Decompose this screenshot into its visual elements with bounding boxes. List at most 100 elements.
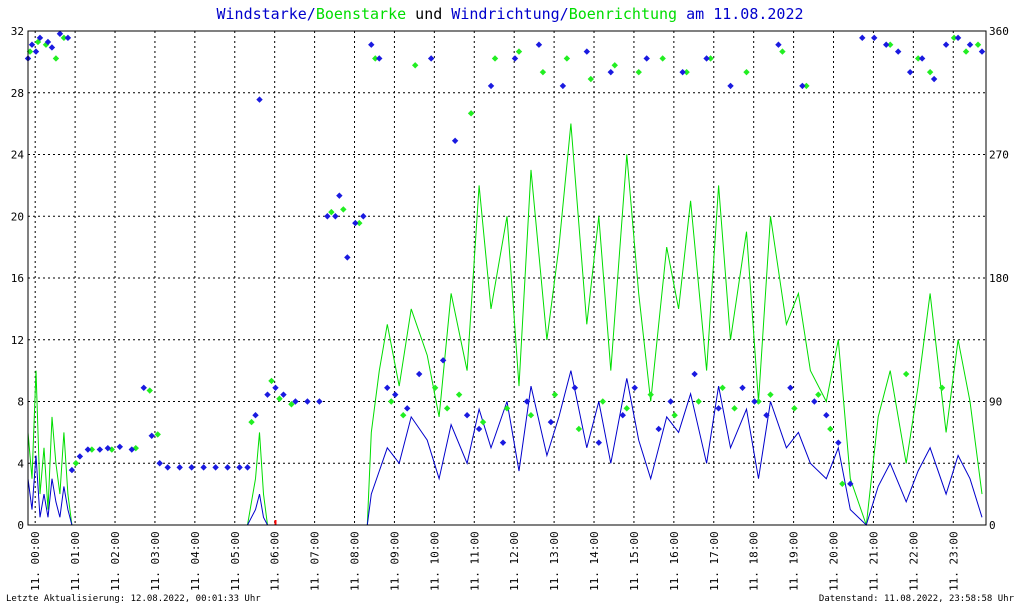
title-sep1: /: [307, 5, 316, 23]
wind-direction-point: [415, 370, 423, 378]
x-tick-label: 11. 17:00: [708, 531, 721, 591]
title-date: am 11.08.2022: [677, 5, 803, 23]
wind-direction-point: [691, 370, 698, 378]
gust-direction-point: [503, 405, 511, 412]
wind-direction-point: [104, 444, 112, 452]
gust-direction-point: [902, 370, 910, 378]
axis-labels: 0 4 8 12 16 20 24 28 32 0 90 180 270 360 11. 00:00 11. …: [11, 25, 1009, 591]
wind-direction-point: [272, 384, 279, 391]
wind-direction-point: [292, 398, 299, 405]
wind-direction-point: [352, 219, 359, 227]
x-tick-label: 11. 15:00: [628, 531, 641, 591]
gust-direction-point: [467, 110, 475, 117]
wind-direction-point: [763, 412, 770, 419]
wind-direction-point: [679, 68, 686, 76]
wind-direction-point: [156, 460, 163, 467]
wind-direction-point: [368, 41, 375, 48]
x-tick-label: 11. 14:00: [588, 531, 601, 591]
wind-direction-point: [883, 41, 890, 48]
wind-direction-point: [751, 398, 758, 405]
x-tick-label: 11. 20:00: [828, 531, 841, 591]
wind-line: [27, 370, 983, 526]
wind-direction-point: [332, 213, 339, 220]
x-tick-label: 11. 12:00: [508, 531, 521, 591]
wind-direction-point: [930, 75, 938, 83]
gust-direction-point: [575, 425, 583, 433]
gust-direction-point: [356, 219, 363, 227]
x-tick-label: 11. 04:00: [189, 531, 202, 591]
wind-direction-point: [451, 137, 459, 144]
x-tick-label: 11. 03:00: [149, 531, 162, 591]
chart-title: Windstarke/Boenstarke und Windrichtung/B…: [216, 5, 803, 23]
gust-direction-point: [635, 68, 642, 76]
gust-direction-point: [372, 55, 379, 62]
wind-direction-point: [547, 418, 555, 426]
gust-direction-point: [88, 446, 96, 453]
x-tick-label: 11. 18:00: [748, 531, 761, 591]
wind-direction-point: [360, 213, 367, 220]
x-tick-label: 11. 22:00: [907, 531, 920, 591]
gust-direction-point: [974, 41, 982, 48]
wind-direction-point: [559, 82, 567, 90]
gust-direction-point: [388, 398, 395, 405]
wind-direction-point: [304, 398, 311, 405]
wind-direction-point: [643, 55, 650, 62]
wind-direction-point: [655, 425, 662, 433]
wind-direction-point: [200, 464, 207, 471]
wind-direction-point: [631, 384, 638, 391]
wind-direction-point: [439, 357, 447, 364]
y-right-tick-label: 270: [989, 149, 1009, 162]
gust-direction-point: [623, 405, 630, 412]
wind-direction-point: [164, 464, 171, 471]
y-left-tick-label: 4: [17, 457, 24, 470]
wind-direction-point: [116, 443, 124, 450]
y-left-tick-label: 20: [11, 210, 24, 223]
last-update-text: Letzte Aktualisierung: 12.08.2022, 00:01…: [6, 594, 261, 604]
gust-direction-point: [767, 391, 774, 398]
wind-direction-point: [236, 464, 243, 471]
title-und: und: [406, 5, 451, 23]
wind-direction-point: [966, 41, 974, 48]
wind-direction-point: [68, 466, 76, 474]
wind-direction-point: [176, 464, 183, 471]
gust-direction-point: [72, 460, 80, 467]
x-tick-label: 11. 09:00: [388, 531, 401, 591]
gust-direction-point: [515, 48, 523, 55]
gust-direction-point: [328, 208, 335, 216]
wind-direction-point: [835, 439, 842, 446]
gust-direction-point: [455, 391, 463, 398]
wind-direction-point: [392, 391, 399, 398]
wind-direction-point: [244, 464, 251, 471]
gust-direction-point: [950, 34, 958, 42]
x-tick-label: 11. 13:00: [548, 531, 561, 591]
y-right-tick-label: 0: [989, 519, 996, 532]
y-left-tick-label: 28: [11, 87, 24, 100]
gust-direction-point: [695, 398, 702, 405]
wind-direction-point: [727, 82, 734, 90]
gust-direction-point: [443, 405, 451, 412]
x-tick-label: 11. 00:00: [29, 531, 42, 591]
gust-direction-point: [719, 384, 726, 391]
gust-direction-point: [411, 62, 419, 69]
gust-direction-point: [926, 68, 934, 76]
wind-direction-point: [148, 432, 155, 440]
y-right-tick-label: 90: [989, 396, 1002, 409]
x-tick-label: 11. 23:00: [947, 531, 960, 591]
wind-direction-point: [667, 398, 674, 405]
wind-direction-point: [252, 412, 259, 419]
wind-direction-point: [978, 48, 986, 55]
x-tick-label: 11. 16:00: [668, 531, 681, 591]
gust-direction-point: [647, 391, 654, 398]
wind-direction-point: [212, 464, 219, 471]
wind-direction-point: [775, 41, 782, 48]
wind-direction-point: [224, 464, 231, 471]
wind-direction-point: [404, 405, 411, 412]
x-tick-label: 11. 02:00: [109, 531, 122, 591]
gust-direction-point: [154, 431, 161, 438]
wind-direction-point: [823, 412, 830, 419]
wind-direction-point: [44, 38, 52, 46]
gust-direction-point: [288, 401, 295, 408]
gust-direction-point: [60, 34, 68, 42]
wind-direction-point: [316, 398, 323, 405]
